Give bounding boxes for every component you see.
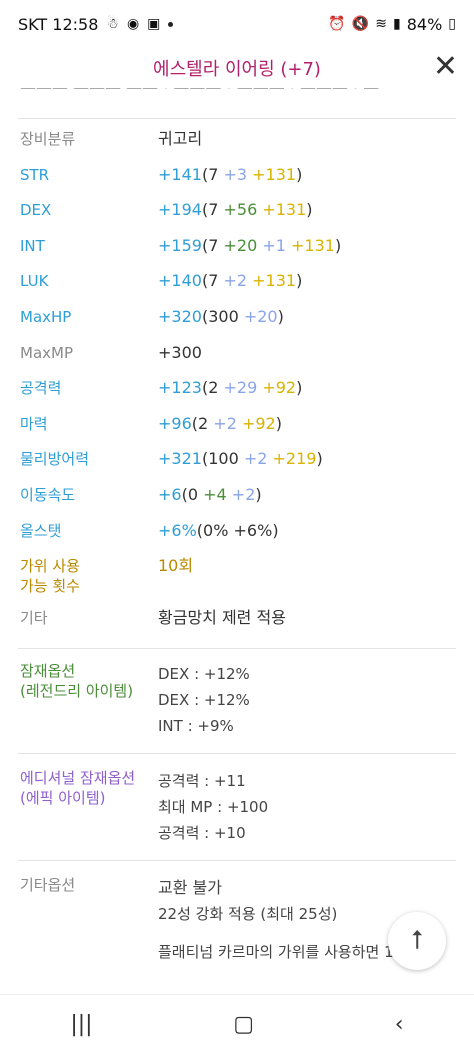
magic-label: 마력: [20, 414, 48, 433]
other-options-label: 기타옵션: [20, 875, 76, 894]
defense-label: 물리방어력: [20, 450, 90, 469]
potential-lines: DEX : +12% DEX : +12% INT : +9%: [158, 661, 250, 739]
alarm-icon: ⏰: [328, 16, 346, 32]
scissors-value: 10회: [158, 556, 194, 576]
stat-row-dex: DEX +194(7 +56 +131): [0, 198, 474, 234]
dex-label: DEX: [20, 201, 52, 220]
str-label: STR: [20, 165, 50, 184]
stat-row-defense: 물리방어력 +321(100 +2 +219): [0, 447, 474, 483]
close-icon[interactable]: ✕: [432, 49, 458, 84]
home-icon[interactable]: ▢: [233, 1011, 255, 1037]
potential-line: DEX : +12%: [158, 690, 250, 709]
stat-row-category: 장비분류 귀고리: [0, 127, 474, 163]
scissors-label: 가위 사용 가능 횟수: [20, 557, 80, 596]
maxhp-label: MaxHP: [20, 307, 72, 326]
additional-line: 공격력 : +11: [158, 771, 246, 790]
etc-label: 기타: [20, 609, 48, 628]
stat-row-allstat: 올스탯 +6%(0% +6%): [0, 519, 474, 555]
allstat-label: 올스탯: [20, 521, 62, 540]
recent-apps-icon[interactable]: |||: [70, 1011, 93, 1037]
speed-label: 이동속도: [20, 485, 76, 504]
starforce-line: 22성 강화 적용 (최대 25성): [158, 904, 338, 923]
allstat-value: +6%(0% +6%): [158, 520, 279, 540]
speed-value: +6(0 +4 +2): [158, 484, 262, 504]
stat-row-speed: 이동속도 +6(0 +4 +2): [0, 483, 474, 519]
additional-line: 최대 MP : +100: [158, 797, 269, 816]
stat-row-magic: 마력 +96(2 +2 +92): [0, 412, 474, 448]
navigation-bar: ||| ▢ ‹: [0, 994, 474, 1053]
attack-label: 공격력: [20, 379, 62, 398]
additional-lines: 공격력 : +11 최대 MP : +100 공격력 : +10: [158, 768, 268, 846]
int-label: INT: [20, 236, 45, 255]
item-title: 에스텔라 이어링 (+7): [153, 59, 321, 80]
additional-section: 에디셔널 잠재옵션 (에픽 아이템) 공격력 : +11 최대 MP : +100…: [0, 768, 474, 846]
etc-value: 황금망치 제련 적용: [158, 608, 286, 628]
notification-icon: ☃: [106, 16, 119, 32]
stat-row-scissors: 가위 사용 가능 횟수 10회: [0, 554, 474, 606]
karma-line: 플래티넘 카르마의 가위를 사용하면 1회: [158, 942, 408, 961]
potential-label: 잠재옵션 (레전드리 아이템): [20, 661, 134, 700]
additional-line: 공격력 : +10: [158, 823, 246, 842]
divider: [18, 859, 456, 861]
category-value: 귀고리: [158, 129, 203, 148]
category-label: 장비분류: [20, 130, 76, 148]
back-icon[interactable]: ‹: [394, 1011, 404, 1037]
signal-icon: ▮: [393, 16, 401, 32]
arrow-up-icon[interactable]: ⭡: [388, 912, 446, 970]
battery-text: 84%: [406, 14, 443, 34]
battery-icon: ▯: [448, 16, 456, 32]
clipped-row: ——— ——— —— · ——— · ——— · ——— · —: [0, 88, 474, 110]
maxmp-label: MaxMP: [20, 343, 73, 362]
divider: [18, 118, 456, 119]
maxmp-value: +300: [158, 342, 202, 362]
luk-label: LUK: [20, 272, 49, 291]
stat-row-str: STR +141(7 +3 +131): [0, 163, 474, 199]
divider: [18, 752, 456, 754]
wifi-icon: ≋: [375, 16, 387, 32]
attack-value: +123(2 +29 +92): [158, 378, 303, 398]
status-bar: SKT 12:58 ☃ ◉ ▣ ⏰ 🔇 ≋ ▮ 84% ▯: [0, 0, 474, 48]
dex-value: +194(7 +56 +131): [158, 200, 313, 220]
other-options-section: 기타옵션 교환 불가 22성 강화 적용 (최대 25성) 플래티넘 카르마의 …: [0, 875, 474, 965]
stat-row-attack: 공격력 +123(2 +29 +92): [0, 376, 474, 412]
str-value: +141(7 +3 +131): [158, 164, 303, 184]
stat-row-etc: 기타 황금망치 제련 적용: [0, 606, 474, 642]
defense-value: +321(100 +2 +219): [158, 449, 323, 469]
potential-section: 잠재옵션 (레전드리 아이템) DEX : +12% DEX : +12% INT…: [0, 661, 474, 739]
more-notifications-icon: [168, 21, 174, 27]
int-value: +159(7 +20 +1 +131): [158, 235, 342, 255]
other-options-lines: 교환 불가 22성 강화 적용 (최대 25성) 플래티넘 카르마의 가위를 사…: [158, 875, 407, 965]
stat-row-maxmp: MaxMP +300: [0, 341, 474, 377]
stat-row-int: INT +159(7 +20 +1 +131): [0, 234, 474, 270]
mute-icon: 🔇: [351, 16, 370, 32]
app-icon-2: ▣: [147, 16, 161, 32]
app-icon: ◉: [126, 16, 140, 32]
stat-row-luk: LUK +140(7 +2 +131): [0, 269, 474, 305]
potential-line: INT : +9%: [158, 716, 234, 735]
luk-value: +140(7 +2 +131): [158, 271, 303, 291]
trade-status: 교환 불가: [158, 877, 222, 897]
magic-value: +96(2 +2 +92): [158, 413, 282, 433]
potential-line: DEX : +12%: [158, 664, 250, 683]
maxhp-value: +320(300 +20): [158, 306, 284, 326]
additional-label: 에디셔널 잠재옵션 (에픽 아이템): [20, 768, 136, 807]
divider: [18, 647, 456, 649]
stat-row-maxhp: MaxHP +320(300 +20): [0, 305, 474, 341]
carrier-time: SKT 12:58: [18, 14, 99, 34]
title-bar: 에스텔라 이어링 (+7) ✕: [0, 48, 474, 88]
